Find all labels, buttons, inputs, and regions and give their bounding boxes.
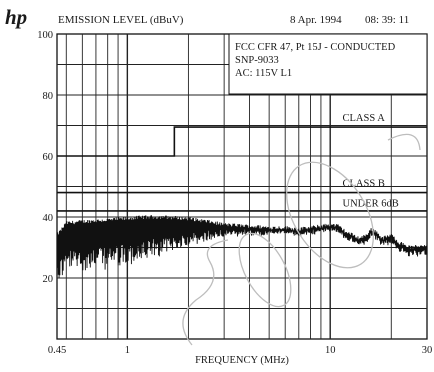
y-tick-label: 40 bbox=[43, 213, 54, 224]
hp-logo: hp bbox=[5, 5, 27, 29]
info-box: FCC CFR 47, Pt 15J - CONDUCTED SNP-9033 … bbox=[228, 33, 428, 95]
info-line-1: FCC CFR 47, Pt 15J - CONDUCTED bbox=[235, 42, 396, 53]
limit-label-under-6db: UNDER 6dB bbox=[343, 198, 399, 209]
limit-line-class-a bbox=[57, 126, 427, 157]
time-stamp: 08: 39: 11 bbox=[365, 14, 409, 26]
y-tick-label: 80 bbox=[43, 91, 54, 102]
y-tick-label: 100 bbox=[37, 30, 53, 41]
y-tick-label: 60 bbox=[43, 152, 54, 163]
x-tick-label: 1 bbox=[125, 345, 130, 356]
x-tick-label: 0.45 bbox=[48, 345, 66, 356]
limit-label-class-a: CLASS A bbox=[343, 113, 386, 124]
x-tick-label: 10 bbox=[325, 345, 336, 356]
y-tick-label: 20 bbox=[43, 274, 54, 285]
series-layer bbox=[56, 215, 428, 279]
limit-lines: CLASS A CLASS B UNDER 6dB bbox=[57, 113, 427, 212]
x-axis-label: FREQUENCY (MHz) bbox=[195, 355, 289, 366]
y-axis-label: EMISSION LEVEL (dBuV) bbox=[58, 14, 184, 26]
emission-trace bbox=[56, 215, 428, 279]
info-line-3: AC: 115V L1 bbox=[235, 68, 292, 79]
limit-label-class-b: CLASS B bbox=[343, 179, 385, 190]
x-tick-label: 30 bbox=[422, 345, 433, 356]
tick-labels: 20 40 60 80 100 0.45 1 10 30 bbox=[37, 30, 432, 356]
svg-text:hp: hp bbox=[5, 5, 27, 29]
info-line-2: SNP-9033 bbox=[235, 55, 279, 66]
watermark bbox=[182, 133, 421, 346]
date-stamp: 8 Apr. 1994 bbox=[290, 14, 342, 26]
